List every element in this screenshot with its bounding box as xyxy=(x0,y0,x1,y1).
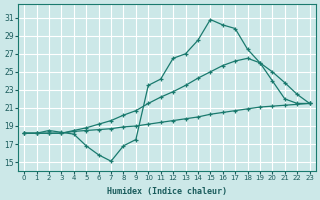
X-axis label: Humidex (Indice chaleur): Humidex (Indice chaleur) xyxy=(107,187,227,196)
